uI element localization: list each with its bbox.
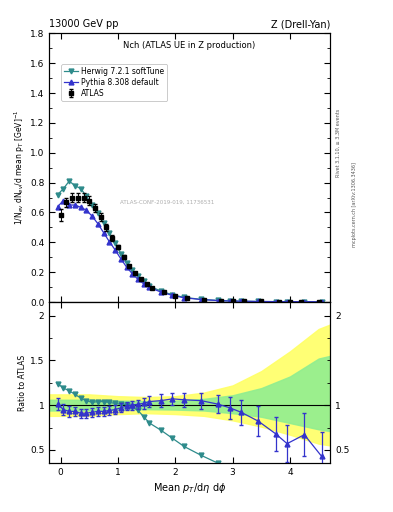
Herwig 7.2.1 softTune	[61, 185, 66, 191]
Text: Rivet 3.1.10, ≥ 3.3M events: Rivet 3.1.10, ≥ 3.3M events	[336, 109, 341, 178]
Herwig 7.2.1 softTune	[141, 279, 146, 285]
Pythia 8.308 default	[159, 289, 163, 295]
Pythia 8.308 default	[302, 298, 307, 305]
Herwig 7.2.1 softTune	[118, 250, 123, 257]
Text: 13000 GeV pp: 13000 GeV pp	[49, 19, 119, 29]
Herwig 7.2.1 softTune	[101, 220, 106, 226]
Herwig 7.2.1 softTune	[319, 299, 324, 305]
Text: ATLAS-CONF-2019-019, 11736531: ATLAS-CONF-2019-019, 11736531	[120, 200, 214, 205]
Legend: Herwig 7.2.1 softTune, Pythia 8.308 default, ATLAS: Herwig 7.2.1 softTune, Pythia 8.308 defa…	[61, 64, 167, 101]
Pythia 8.308 default	[141, 281, 146, 287]
Herwig 7.2.1 softTune	[84, 193, 89, 199]
Herwig 7.2.1 softTune	[67, 178, 72, 184]
X-axis label: Mean $p_T$/d$\eta$ d$\phi$: Mean $p_T$/d$\eta$ d$\phi$	[153, 481, 226, 496]
Herwig 7.2.1 softTune	[239, 298, 244, 304]
Herwig 7.2.1 softTune	[182, 294, 186, 301]
Line: Herwig 7.2.1 softTune: Herwig 7.2.1 softTune	[55, 179, 324, 304]
Pythia 8.308 default	[101, 229, 106, 236]
Pythia 8.308 default	[285, 298, 290, 305]
Pythia 8.308 default	[95, 221, 100, 227]
Herwig 7.2.1 softTune	[170, 292, 175, 298]
Line: Pythia 8.308 default: Pythia 8.308 default	[55, 198, 324, 304]
Herwig 7.2.1 softTune	[216, 297, 220, 304]
Herwig 7.2.1 softTune	[256, 298, 261, 305]
Pythia 8.308 default	[55, 203, 60, 209]
Pythia 8.308 default	[124, 264, 129, 270]
Herwig 7.2.1 softTune	[124, 260, 129, 266]
Herwig 7.2.1 softTune	[285, 298, 290, 305]
Herwig 7.2.1 softTune	[55, 191, 60, 198]
Pythia 8.308 default	[118, 255, 123, 262]
Pythia 8.308 default	[199, 296, 204, 303]
Pythia 8.308 default	[147, 284, 152, 290]
Pythia 8.308 default	[216, 297, 220, 304]
Herwig 7.2.1 softTune	[199, 296, 204, 303]
Pythia 8.308 default	[182, 295, 186, 301]
Pythia 8.308 default	[239, 298, 244, 304]
Herwig 7.2.1 softTune	[302, 298, 307, 305]
Herwig 7.2.1 softTune	[130, 267, 135, 273]
Pythia 8.308 default	[319, 298, 324, 305]
Herwig 7.2.1 softTune	[136, 273, 140, 280]
Pythia 8.308 default	[130, 271, 135, 277]
Herwig 7.2.1 softTune	[90, 202, 94, 208]
Herwig 7.2.1 softTune	[73, 182, 77, 188]
Pythia 8.308 default	[256, 298, 261, 305]
Y-axis label: 1/N$_{ev}$ dN$_{ev}$/d mean p$_T$ [GeV]$^{-1}$: 1/N$_{ev}$ dN$_{ev}$/d mean p$_T$ [GeV]$…	[13, 110, 27, 225]
Text: mcplots.cern.ch [arXiv:1306.3436]: mcplots.cern.ch [arXiv:1306.3436]	[352, 162, 357, 247]
Pythia 8.308 default	[90, 213, 94, 219]
Pythia 8.308 default	[170, 292, 175, 298]
Pythia 8.308 default	[136, 276, 140, 283]
Herwig 7.2.1 softTune	[107, 230, 112, 237]
Pythia 8.308 default	[84, 207, 89, 214]
Herwig 7.2.1 softTune	[228, 298, 232, 304]
Pythia 8.308 default	[73, 202, 77, 208]
Pythia 8.308 default	[67, 202, 72, 208]
Pythia 8.308 default	[113, 247, 118, 253]
Y-axis label: Ratio to ATLAS: Ratio to ATLAS	[18, 355, 27, 411]
Pythia 8.308 default	[228, 298, 232, 304]
Pythia 8.308 default	[107, 239, 112, 245]
Pythia 8.308 default	[61, 198, 66, 204]
Herwig 7.2.1 softTune	[273, 298, 278, 305]
Herwig 7.2.1 softTune	[78, 185, 83, 191]
Text: Nch (ATLAS UE in Z production): Nch (ATLAS UE in Z production)	[123, 41, 256, 50]
Text: Z (Drell-Yan): Z (Drell-Yan)	[271, 19, 330, 29]
Pythia 8.308 default	[273, 298, 278, 305]
Herwig 7.2.1 softTune	[95, 210, 100, 216]
Herwig 7.2.1 softTune	[159, 288, 163, 294]
Herwig 7.2.1 softTune	[113, 240, 118, 246]
Herwig 7.2.1 softTune	[147, 283, 152, 289]
Pythia 8.308 default	[78, 204, 83, 210]
